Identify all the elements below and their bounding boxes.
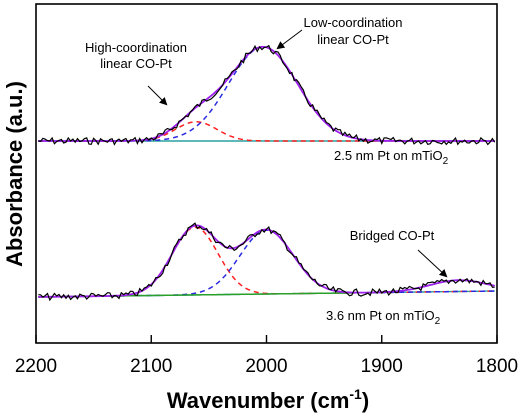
annotation-low-coordination-line1: Low-coordination <box>303 15 402 30</box>
x-ticks <box>35 335 498 343</box>
measured-curve <box>38 222 495 302</box>
annotation-high-coordination-line1: High-coordination <box>85 40 187 55</box>
x-tick-label: 1900 <box>361 356 403 377</box>
arrow-low-coordination <box>276 29 303 50</box>
sample-label-top: 2.5 nm Pt on mTiO2 <box>334 148 449 167</box>
annotation-high-coordination: High-coordination linear CO-Pt <box>85 40 187 71</box>
x-tick-label: 2100 <box>130 356 172 377</box>
arrow-bridged <box>417 249 448 278</box>
sample-label-bottom: 3.6 nm Pt on mTiO2 <box>326 308 441 327</box>
measured-curve <box>38 44 496 146</box>
annotation-bridged-line1: Bridged CO-Pt <box>350 228 435 243</box>
annotation-low-coordination: Low-coordination linear CO-Pt <box>303 15 402 47</box>
y-axis-title: Absorbance (a.u.) <box>2 81 27 267</box>
x-tick-labels: 2200 2100 2000 1900 1800 <box>15 356 518 377</box>
x-tick-label: 1800 <box>476 356 518 377</box>
x-tick-label: 2200 <box>15 356 57 377</box>
arrow-high-coordination <box>147 85 168 106</box>
bridged-peak <box>38 279 495 298</box>
x-axis-title: Wavenumber (cm-1) <box>167 386 369 413</box>
x-tick-label: 2000 <box>245 356 287 377</box>
annotation-low-coordination-line2: linear CO-Pt <box>317 32 389 47</box>
annotation-high-coordination-line2: linear CO-Pt <box>100 56 172 71</box>
curves-layer <box>38 44 496 302</box>
high-coordination-peak <box>38 121 495 142</box>
annotation-bridged: Bridged CO-Pt <box>350 228 435 243</box>
